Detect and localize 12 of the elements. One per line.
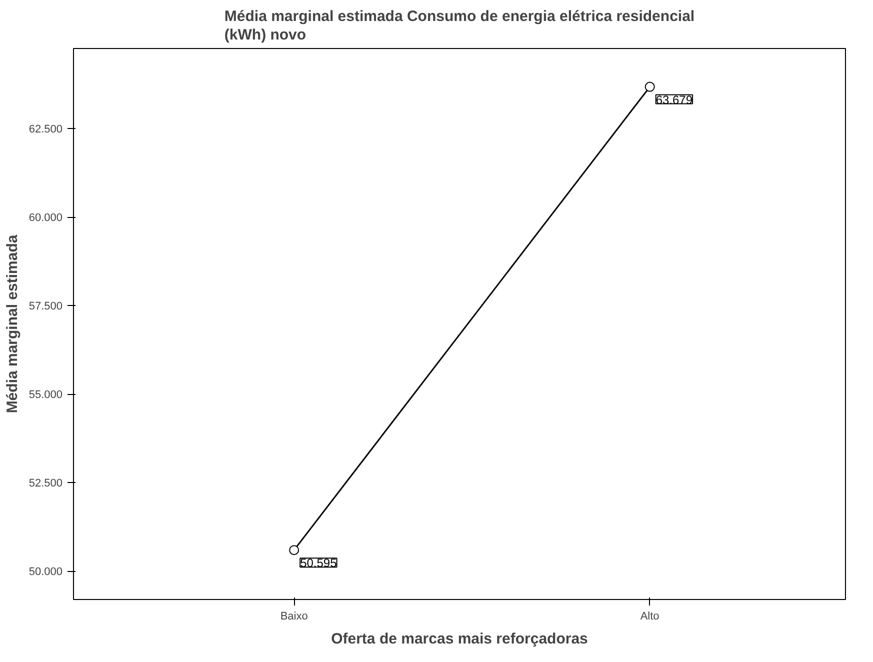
x-axis-title: Oferta de marcas mais reforçadoras [331,630,588,648]
x-tick-label: Baixo [280,610,308,622]
y-tick-label: 52.500 [28,478,63,490]
y-tick-label: 55.000 [28,389,63,402]
text: 50.595 [300,556,337,570]
y-tick-label: 57.500 [28,300,63,313]
y-tick-label: 62.500 [28,124,63,136]
x-tick-label: Alto [640,610,660,622]
y-axis-title: Média marginal estimada [4,234,21,414]
y-tick-label: 50.000 [28,566,63,578]
chart-title: Média marginal estimada Consumo de energia elétrica residencial (kWh) novo [224,8,695,44]
y-tick-label: 60.000 [28,212,63,224]
